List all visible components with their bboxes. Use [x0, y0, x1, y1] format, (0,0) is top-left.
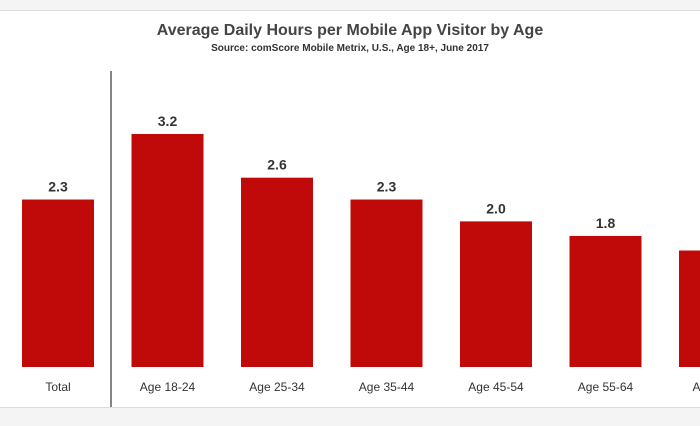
chart-title: Average Daily Hours per Mobile App Visit…: [156, 22, 544, 39]
bars-group: [22, 134, 700, 367]
bar-value-label-4: 2.0: [486, 200, 506, 216]
category-label-1: Age 18-24: [140, 380, 196, 394]
bar-value-label-5: 1.8: [596, 215, 616, 231]
chart-subtitle: Source: comScore Mobile Metrix, U.S., Ag…: [211, 43, 489, 54]
category-label-3: Age 35-44: [359, 380, 415, 394]
category-label-0: Total: [45, 380, 70, 394]
category-label-2: Age 25-34: [249, 380, 305, 394]
bar-4: [460, 221, 532, 367]
bar-6: [679, 250, 700, 367]
category-label-6: Age 65+: [692, 380, 700, 394]
category-labels-group: Total Age 18-24 Age 25-34 Age 35-44 Age 45-5…: [45, 380, 700, 394]
bar-5: [569, 235, 642, 367]
bar-value-label-1: 3.2: [158, 113, 178, 129]
bar-value-label-2: 2.6: [267, 157, 287, 173]
bar-value-label-0: 2.3: [48, 179, 68, 195]
bar-3: [350, 199, 423, 367]
category-label-5: Age 55-64: [578, 380, 634, 394]
bar-2: [241, 177, 313, 367]
chart-frame: Average Daily Hours per Mobile App Visit…: [0, 10, 700, 408]
category-label-4: Age 45-54: [468, 380, 524, 394]
bar-1: [131, 134, 204, 367]
value-labels-group: 2.33.22.62.32.01.81.6: [48, 113, 616, 231]
bar-0: [22, 199, 94, 367]
bar-value-label-3: 2.3: [377, 179, 397, 195]
